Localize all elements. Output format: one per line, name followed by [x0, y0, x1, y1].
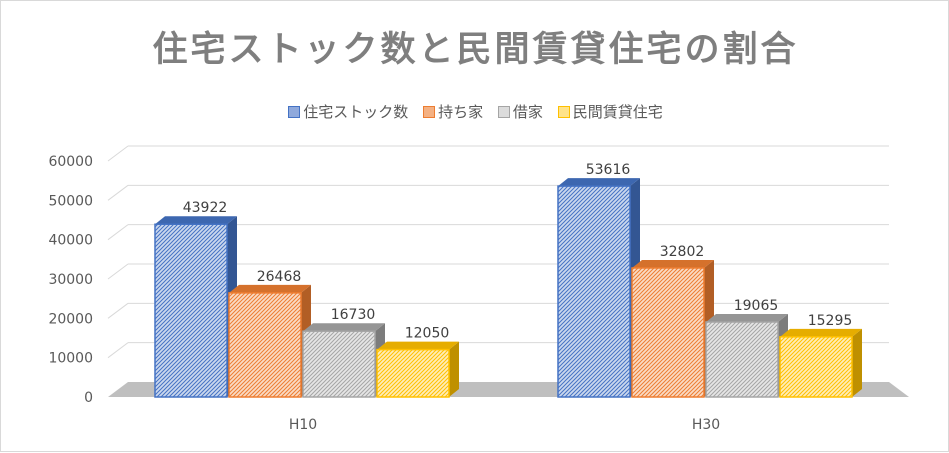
gridline-side: [107, 263, 129, 280]
bar-H10-1: [228, 292, 302, 398]
gridline-side: [107, 342, 129, 359]
bar-H10-0: [154, 223, 228, 398]
gridline-side: [107, 145, 129, 162]
data-label-H10-3: 12050: [405, 326, 450, 342]
bar-top-H10-3: [377, 341, 459, 350]
bar-top-H30-2: [706, 314, 788, 323]
data-label-H10-0: 43922: [183, 200, 228, 216]
bar-top-H10-0: [155, 216, 237, 225]
bar-H30-2: [705, 321, 779, 398]
legend-item-owned[interactable]: 持ち家: [423, 101, 483, 122]
legend-swatch-owned: [423, 106, 436, 118]
legend-item-rented[interactable]: 借家: [497, 101, 543, 122]
legend-swatch-stock: [288, 106, 301, 118]
legend-label-private-rental: 民間賃貸住宅: [572, 103, 663, 121]
data-label-H30-3: 15295: [808, 313, 853, 329]
bar-H30-3: [779, 336, 853, 398]
legend-label-rented: 借家: [512, 103, 543, 121]
bar-top-H10-2: [303, 323, 385, 332]
bar-H30-1: [631, 267, 705, 398]
legend-swatch-rented: [497, 106, 510, 118]
bar-side-H30-3: [852, 328, 862, 397]
y-tick-label: 10000: [48, 351, 93, 367]
chart-title: 住宅ストック数と民間賃貸住宅の割合: [152, 30, 799, 70]
y-tick-label: 0: [84, 390, 93, 406]
y-tick-label: 30000: [48, 272, 93, 288]
bar-H10-3: [376, 348, 450, 398]
data-label-H30-0: 53616: [586, 162, 631, 178]
y-tick-label: 60000: [48, 154, 93, 170]
bar-top-H30-0: [558, 178, 640, 187]
gridline-side: [107, 224, 129, 241]
bar-H30-0: [557, 185, 631, 398]
y-tick-label: 50000: [48, 193, 93, 209]
bar-top-H30-1: [632, 259, 714, 268]
data-label-H10-2: 16730: [331, 307, 376, 323]
legend-swatch-private-rental: [557, 106, 570, 118]
bar-H10-2: [302, 330, 376, 398]
x-tick-label: H30: [692, 417, 720, 433]
gridline-side: [107, 184, 129, 201]
legend-label-owned: 持ち家: [438, 103, 484, 121]
legend-item-stock[interactable]: 住宅ストック数: [288, 101, 408, 122]
data-label-H10-1: 26468: [257, 269, 302, 285]
legend-label-stock: 住宅ストック数: [303, 103, 409, 121]
bar-top-H10-1: [229, 284, 311, 293]
y-tick-label: 20000: [48, 311, 93, 327]
y-tick-label: 40000: [48, 233, 93, 249]
x-tick-label: H10: [289, 417, 317, 433]
gridline-side: [107, 302, 129, 319]
bar-top-H30-3: [780, 328, 862, 337]
legend: 住宅ストック数 持ち家 借家 民間賃貸住宅: [1, 101, 949, 122]
bar-side-H10-3: [449, 341, 459, 397]
legend-item-private-rental[interactable]: 民間賃貸住宅: [557, 101, 663, 122]
data-label-H30-2: 19065: [734, 298, 779, 314]
data-label-H30-1: 32802: [660, 244, 705, 260]
